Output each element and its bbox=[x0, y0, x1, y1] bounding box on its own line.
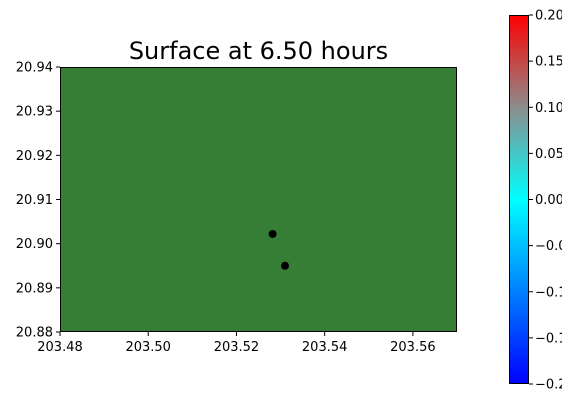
colorbar-tick-label: −0.05 bbox=[535, 239, 562, 254]
plot-frame bbox=[60, 67, 457, 332]
y-tick-label: 20.88 bbox=[16, 326, 53, 341]
y-tick-label: 20.90 bbox=[16, 237, 53, 252]
colorbar-tick-label: 0.00 bbox=[535, 193, 562, 208]
y-tick-label: 20.92 bbox=[16, 149, 53, 164]
chart-title: Surface at 6.50 hours bbox=[129, 37, 388, 65]
colorbar-ticks: −0.20 −0.15 −0.10 −0.05 0.00 0.05 0.10 0.15 0.20 bbox=[529, 9, 562, 393]
x-tick-label: 203.48 bbox=[37, 340, 83, 355]
y-tick-label: 20.89 bbox=[16, 281, 53, 296]
colorbar-tick-label: 0.05 bbox=[535, 147, 562, 162]
colorbar-tick-label: −0.15 bbox=[535, 331, 562, 346]
colorbar-tick-label: −0.20 bbox=[535, 378, 562, 393]
x-tick-label: 203.56 bbox=[390, 340, 436, 355]
plot-area bbox=[60, 67, 457, 332]
colorbar-tick-label: 0.15 bbox=[535, 55, 562, 70]
x-tick-label: 203.50 bbox=[125, 340, 171, 355]
colorbar: −0.20 −0.15 −0.10 −0.05 0.00 0.05 0.10 0.15 0.20 bbox=[509, 9, 562, 393]
x-tick-label: 203.54 bbox=[302, 340, 348, 355]
colorbar-tick-label: −0.10 bbox=[535, 285, 562, 300]
colorbar-frame bbox=[509, 15, 529, 384]
y-tick-label: 20.91 bbox=[16, 193, 53, 208]
colorbar-tick-label: 0.10 bbox=[535, 101, 562, 116]
y-tick-label: 20.94 bbox=[16, 61, 53, 76]
data-point-1 bbox=[268, 229, 277, 238]
colorbar-gradient bbox=[509, 15, 529, 384]
data-point-2 bbox=[280, 261, 289, 270]
x-tick-label: 203.52 bbox=[214, 340, 260, 355]
x-axis: 203.48 203.50 203.52 203.54 203.56 bbox=[37, 332, 436, 355]
colorbar-tick-label: 0.20 bbox=[535, 9, 562, 24]
data-points bbox=[268, 229, 289, 270]
plot-background bbox=[60, 67, 457, 332]
y-tick-label: 20.93 bbox=[16, 105, 53, 120]
y-axis: 20.88 20.89 20.90 20.91 20.92 20.93 20.94 bbox=[16, 61, 60, 341]
